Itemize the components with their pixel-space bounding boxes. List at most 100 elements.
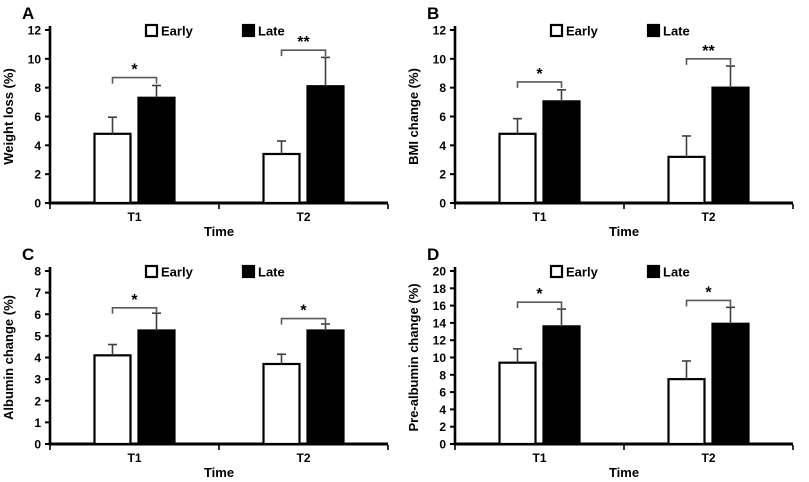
legend-swatch-late xyxy=(241,23,256,38)
legend-swatch-early xyxy=(549,23,564,38)
y-tick-label: 8 xyxy=(439,81,446,95)
y-tick-label: 1 xyxy=(34,416,41,430)
panel-label-a: A xyxy=(22,4,35,23)
legend-label-early: Early xyxy=(566,24,599,39)
legend-label-early: Early xyxy=(566,265,599,280)
y-tick-label: 0 xyxy=(34,197,41,211)
y-tick-label: 6 xyxy=(439,110,446,124)
x-axis-title: Time xyxy=(204,465,234,480)
bar-late-t2 xyxy=(306,329,345,446)
sig-bracket xyxy=(516,81,563,88)
bar-late-t2 xyxy=(711,322,750,446)
y-tick-label: 4 xyxy=(439,139,446,153)
sig-label: * xyxy=(536,286,543,303)
sig-bracket xyxy=(685,58,732,65)
y-axis-title: Albumin change (%) xyxy=(1,295,16,420)
x-tick-label: T1 xyxy=(532,451,546,465)
sig-label: * xyxy=(131,62,138,79)
sig-label: * xyxy=(536,66,543,83)
legend-label-late: Late xyxy=(258,24,285,39)
bar-early-t1 xyxy=(498,361,537,446)
panel-label-b: B xyxy=(427,4,440,23)
legend-swatch-early xyxy=(144,264,159,279)
y-tick-label: 2 xyxy=(439,168,446,182)
bar-late-t1 xyxy=(137,96,176,205)
x-axis-title: Time xyxy=(609,465,639,480)
y-tick-label: 5 xyxy=(34,329,41,343)
x-tick-label: T1 xyxy=(532,210,546,224)
x-axis-title: Time xyxy=(204,224,234,239)
y-tick-label: 18 xyxy=(433,282,447,296)
y-tick-label: 14 xyxy=(433,316,447,330)
x-tick-label: T2 xyxy=(701,451,715,465)
y-tick-label: 2 xyxy=(34,168,41,182)
sig-bracket xyxy=(111,76,158,84)
sig-label: ** xyxy=(297,34,310,51)
y-tick-label: 4 xyxy=(34,351,41,365)
y-tick-label: 10 xyxy=(28,52,42,66)
y-tick-label: 0 xyxy=(34,438,41,452)
bar-early-t1 xyxy=(93,132,132,205)
sig-bracket xyxy=(280,49,327,57)
y-tick-label: 10 xyxy=(433,52,447,66)
y-tick-label: 8 xyxy=(439,368,446,382)
y-tick-label: 4 xyxy=(34,139,41,153)
y-tick-label: 2 xyxy=(439,420,446,434)
bar-late-t1 xyxy=(542,325,581,446)
legend-swatch-late xyxy=(241,264,256,279)
bar-chart-albumin-change: 0 1 2 3 4 5 6 7 8 T1 T2 * * Early Late Time Albumin chan… xyxy=(1,264,389,480)
y-axis-title: Weight loss (%) xyxy=(1,68,16,165)
sig-bracket xyxy=(516,301,563,309)
panel-b: B 0 2 4 6 8 10 12 T1 T2 * ** Early Late Time BMI chang… xyxy=(405,0,809,241)
y-tick-label: 10 xyxy=(433,351,447,365)
y-tick-label: 12 xyxy=(28,24,42,38)
legend-label-late: Late xyxy=(258,265,285,280)
legend-swatch-late xyxy=(646,264,661,279)
bar-early-t2 xyxy=(262,152,301,205)
x-tick-label: T2 xyxy=(296,451,310,465)
bar-early-t1 xyxy=(498,132,537,205)
legend-label-late: Late xyxy=(663,265,690,280)
x-tick-label: T1 xyxy=(127,451,141,465)
x-tick-label: T2 xyxy=(296,210,310,224)
sig-bracket xyxy=(280,317,327,325)
y-tick-label: 6 xyxy=(34,110,41,124)
legend-label-early: Early xyxy=(161,24,194,39)
x-axis-title: Time xyxy=(609,224,639,239)
y-tick-label: 12 xyxy=(433,24,447,38)
bar-early-t2 xyxy=(667,378,706,446)
y-tick-label: 2 xyxy=(34,394,41,408)
y-tick-label: 20 xyxy=(433,265,447,279)
legend-label-early: Early xyxy=(161,265,194,280)
legend-label-late: Late xyxy=(663,24,690,39)
x-tick-label: T1 xyxy=(127,210,141,224)
panel-c: C 0 1 2 3 4 5 6 7 8 T1 T2 * * Early Late Time Albumin ch… xyxy=(0,241,405,482)
bar-early-t2 xyxy=(262,362,301,446)
bar-late-t1 xyxy=(542,100,581,205)
panel-d: D 0 2 4 6 8 10 12 14 16 18 20 T1 T2 * * Early Late Time Pr… xyxy=(405,241,809,482)
legend-swatch-early xyxy=(549,264,564,279)
y-axis-title: BMI change (%) xyxy=(406,68,421,165)
y-tick-label: 0 xyxy=(439,438,446,452)
bar-late-t2 xyxy=(306,85,345,205)
y-tick-label: 3 xyxy=(34,373,41,387)
y-tick-label: 16 xyxy=(433,299,447,313)
bar-late-t2 xyxy=(711,86,750,205)
legend-swatch-early xyxy=(144,23,159,38)
sig-label: * xyxy=(300,303,307,320)
sig-label: ** xyxy=(702,43,715,60)
y-tick-label: 12 xyxy=(433,334,447,348)
sig-bracket xyxy=(685,299,732,307)
y-tick-label: 6 xyxy=(34,308,41,322)
y-tick-label: 8 xyxy=(34,81,41,95)
y-tick-label: 8 xyxy=(34,265,41,279)
bar-early-t2 xyxy=(667,155,706,205)
sig-bracket xyxy=(111,306,158,314)
y-axis-title: Pre-albumin change (%) xyxy=(406,283,421,431)
sig-label: * xyxy=(131,292,138,309)
y-tick-label: 7 xyxy=(34,286,41,300)
sig-label: * xyxy=(705,284,712,301)
